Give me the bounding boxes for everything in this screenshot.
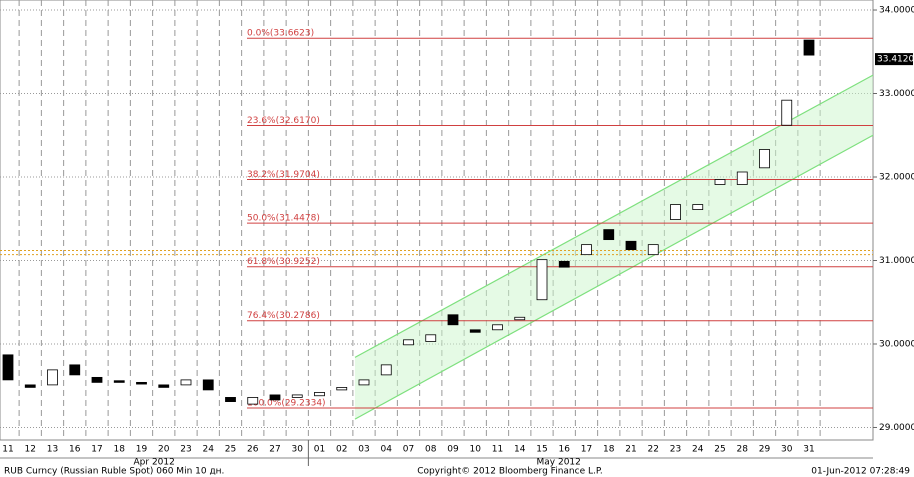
- candle: [714, 179, 726, 185]
- candle: [514, 316, 526, 321]
- x-tick-label: 03: [358, 445, 369, 455]
- candle: [91, 376, 103, 383]
- candle: [469, 329, 481, 333]
- x-tick-label: 18: [114, 445, 126, 455]
- candle: [692, 204, 704, 210]
- x-tick-label: 24: [692, 445, 704, 455]
- x-tick-label: 19: [136, 445, 148, 455]
- y-tick-label: 29.0000: [879, 423, 914, 433]
- fib-label: 50.0%(31.4478): [247, 214, 320, 224]
- candle: [358, 379, 370, 386]
- candle: [447, 314, 459, 326]
- candle: [336, 387, 348, 391]
- x-tick-label: 08: [425, 445, 437, 455]
- fib-label: 23.6%(32.6170): [247, 116, 320, 126]
- x-tick-label: 02: [336, 445, 347, 455]
- candle: [558, 260, 570, 268]
- y-tick-label: 33.0000: [879, 89, 914, 99]
- candle: [47, 369, 58, 386]
- candle: [736, 171, 748, 185]
- candle: [380, 364, 392, 376]
- candle: [225, 397, 236, 402]
- x-tick-label: 25: [225, 445, 236, 455]
- channel-band: [355, 75, 873, 420]
- x-tick-label: 15: [536, 445, 547, 455]
- y-tick-label: 30.0000: [879, 339, 914, 349]
- x-tick-label: 14: [514, 445, 526, 455]
- fib-label: 0.0%(33.6623): [247, 29, 314, 39]
- x-tick-label: 16: [559, 445, 571, 455]
- x-tick-label: 26: [247, 445, 259, 455]
- footer-left: RUB Curncy (Russian Ruble Spot) 060 Min …: [4, 467, 224, 477]
- x-tick-label: 28: [737, 445, 749, 455]
- x-tick-label: 12: [25, 445, 36, 455]
- candle: [2, 354, 14, 381]
- month-label: May 2012: [537, 458, 581, 468]
- candle: [69, 364, 81, 376]
- x-tick-label: 23: [180, 445, 191, 455]
- candle: [202, 379, 214, 391]
- x-tick-label: 27: [269, 445, 280, 455]
- candle: [247, 397, 259, 405]
- x-tick-label: 13: [47, 445, 58, 455]
- fib-label: 76.4%(30.2786): [247, 311, 320, 321]
- x-tick-label: 01: [314, 445, 325, 455]
- x-tick-label: 31: [803, 445, 814, 455]
- candle: [158, 384, 170, 388]
- x-tick-label: 11: [492, 445, 503, 455]
- candle: [647, 244, 659, 256]
- candle: [781, 99, 793, 126]
- x-tick-label: 11: [2, 445, 13, 455]
- candle: [581, 244, 592, 256]
- candle: [536, 259, 548, 301]
- month-label: Apr 2012: [134, 458, 175, 468]
- last-price-label: 33.4120: [877, 55, 914, 65]
- candle: [180, 379, 192, 386]
- x-tick-label: 24: [203, 445, 215, 455]
- footer-right: 01-Jun-2012 07:28:49: [811, 467, 910, 477]
- x-tick-label: 29: [759, 445, 771, 455]
- candle: [492, 324, 503, 331]
- x-tick-label: 30: [292, 445, 304, 455]
- candle: [403, 339, 414, 346]
- x-tick-label: 25: [714, 445, 725, 455]
- fib-label: 61.8%(30.9252): [247, 257, 320, 267]
- x-tick-label: 23: [670, 445, 681, 455]
- x-tick-label: 30: [781, 445, 793, 455]
- candle: [314, 392, 325, 397]
- candle: [269, 394, 281, 401]
- fib-label: 38.2%(31.9704): [247, 170, 320, 180]
- candle: [136, 381, 147, 385]
- candle: [425, 334, 437, 342]
- footer-center: Copyright© 2012 Bloomberg Finance L.P.: [417, 467, 602, 477]
- candle: [291, 394, 303, 398]
- candle: [759, 149, 770, 169]
- candle: [24, 384, 36, 388]
- x-tick-label: 18: [603, 445, 615, 455]
- x-tick-label: 09: [447, 445, 459, 455]
- x-tick-label: 17: [91, 445, 102, 455]
- x-tick-label: 07: [403, 445, 414, 455]
- channel-line: [354, 134, 874, 420]
- y-tick-label: 32.0000: [879, 173, 914, 183]
- last-price-box: [875, 53, 913, 66]
- x-tick-label: 20: [158, 445, 170, 455]
- x-tick-label: 16: [69, 445, 81, 455]
- y-tick-label: 34.0000: [879, 6, 914, 16]
- candle: [670, 204, 681, 220]
- x-tick-label: 22: [648, 445, 659, 455]
- x-tick-label: 10: [470, 445, 482, 455]
- candle: [113, 380, 125, 383]
- candle: [603, 229, 615, 241]
- candle: [803, 39, 815, 56]
- x-tick-label: 21: [625, 445, 636, 455]
- x-tick-label: 17: [581, 445, 592, 455]
- x-tick-label: 04: [381, 445, 393, 455]
- y-tick-label: 31.0000: [879, 256, 914, 266]
- fib-label: 100.0%(29.2334): [247, 398, 326, 408]
- candle: [625, 240, 637, 251]
